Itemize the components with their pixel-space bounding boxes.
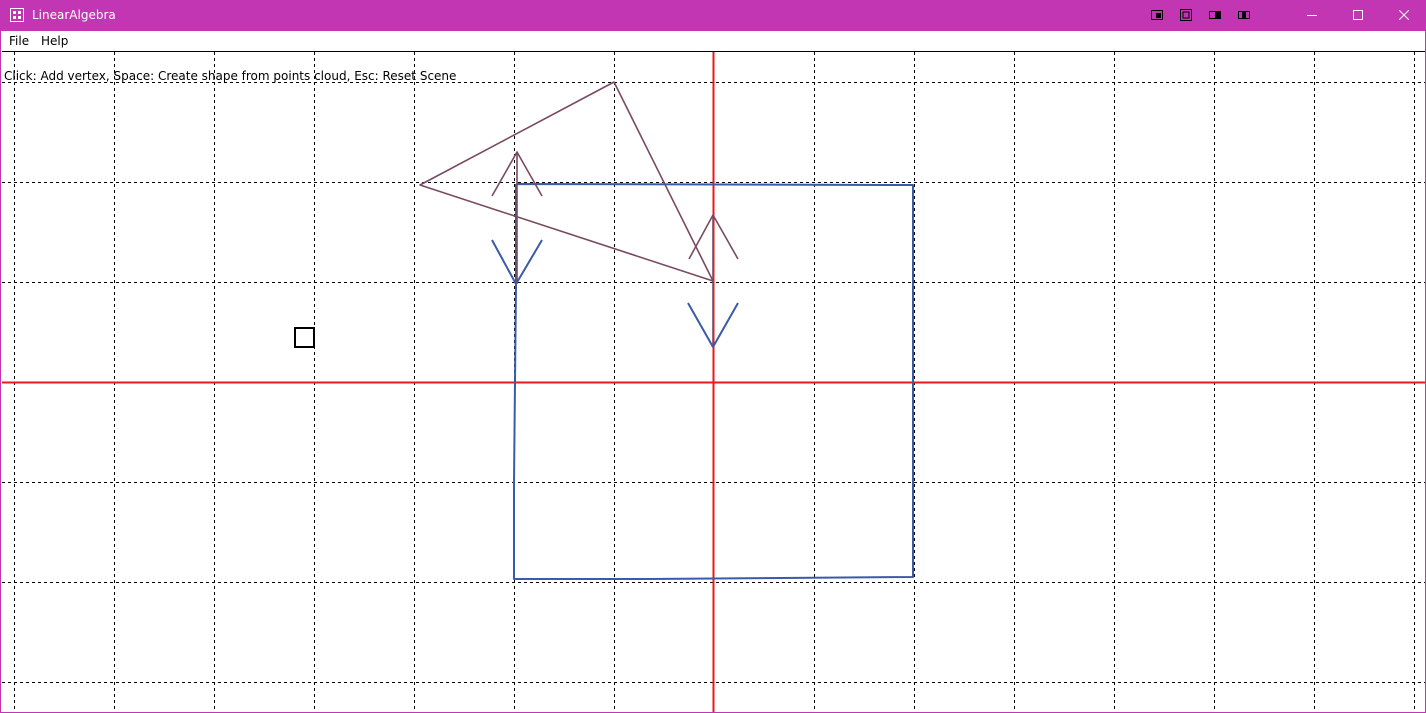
panel-split-icon[interactable] (1237, 8, 1251, 22)
frame-icon[interactable] (1179, 8, 1193, 22)
minimize-button[interactable] (1289, 0, 1335, 31)
maximize-icon (1353, 10, 1363, 20)
app-grid-icon (10, 8, 24, 22)
axes (2, 52, 1425, 712)
square-vertex-marker (294, 327, 315, 348)
triangle-outline (419, 81, 714, 282)
triangle-arrow-up-right (688, 214, 739, 260)
close-button[interactable] (1381, 0, 1425, 31)
menu-bar: File Help (1, 31, 1425, 52)
window-title: LinearAlgebra (32, 8, 116, 22)
triangle-arrow-up-left (491, 151, 543, 197)
title-bar[interactable]: LinearAlgebra (1, 0, 1425, 31)
panel-left-icon[interactable] (1208, 8, 1222, 22)
square-outline (513, 183, 914, 580)
menu-help[interactable]: Help (41, 34, 69, 48)
scene-drawing (2, 52, 1425, 712)
minimize-icon (1307, 15, 1317, 16)
menu-file[interactable]: File (9, 34, 30, 48)
controls-hint: Click: Add vertex, Space: Create shape f… (4, 69, 457, 83)
blue-arrow-down-left (491, 239, 543, 285)
maximize-button[interactable] (1335, 0, 1381, 31)
dock-icon[interactable] (1150, 8, 1164, 22)
close-icon (1399, 10, 1409, 20)
triangle-shape (419, 81, 739, 347)
scene-canvas[interactable]: Click: Add vertex, Space: Create shape f… (2, 51, 1425, 712)
